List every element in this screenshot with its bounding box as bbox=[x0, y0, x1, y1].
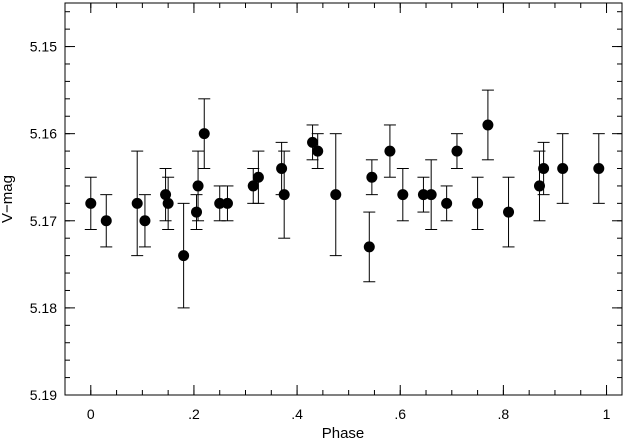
data-point bbox=[366, 171, 378, 183]
plot-frame bbox=[64, 2, 623, 396]
data-point bbox=[162, 197, 174, 209]
x-axis-label: Phase bbox=[322, 425, 365, 441]
data-point bbox=[178, 250, 190, 262]
y-tick-label: 5.19 bbox=[30, 387, 57, 403]
data-point bbox=[482, 119, 494, 131]
data-point bbox=[312, 145, 324, 157]
data-point bbox=[417, 189, 429, 201]
data-point bbox=[557, 163, 569, 175]
data-point bbox=[276, 163, 288, 175]
data-point bbox=[425, 189, 437, 201]
x-tick-label: 1 bbox=[603, 406, 611, 422]
data-point bbox=[538, 163, 550, 175]
x-tick-label: .4 bbox=[291, 406, 303, 422]
data-point bbox=[451, 145, 463, 157]
y-axis-label: V−mag bbox=[0, 175, 16, 223]
x-tick-label: .6 bbox=[394, 406, 406, 422]
data-point bbox=[330, 189, 342, 201]
data-point bbox=[593, 163, 605, 175]
data-points bbox=[85, 119, 605, 262]
y-tick-label: 5.17 bbox=[30, 213, 57, 229]
data-point bbox=[192, 180, 204, 192]
x-tick-label: 0 bbox=[87, 406, 95, 422]
data-point bbox=[100, 215, 112, 227]
data-point bbox=[533, 180, 545, 192]
data-point bbox=[131, 197, 143, 209]
data-point bbox=[441, 197, 453, 209]
x-tick-label: .8 bbox=[498, 406, 510, 422]
data-point bbox=[214, 197, 226, 209]
data-point bbox=[397, 189, 409, 201]
data-point bbox=[191, 206, 203, 218]
x-tick-label: .2 bbox=[188, 406, 200, 422]
data-point bbox=[198, 128, 210, 140]
data-point bbox=[307, 136, 319, 148]
data-point bbox=[252, 171, 264, 183]
data-point bbox=[139, 215, 151, 227]
data-point bbox=[472, 197, 484, 209]
tick-labels: 0 .2 .4 .6 .8 1 5.15 5.16 5.17 5.18 5.19 bbox=[30, 39, 611, 422]
y-tick-label: 5.15 bbox=[30, 39, 57, 55]
data-point bbox=[384, 145, 396, 157]
axis-ticks bbox=[64, 3, 622, 396]
y-tick-label: 5.18 bbox=[30, 300, 57, 316]
y-tick-label: 5.16 bbox=[30, 126, 57, 142]
data-point bbox=[503, 206, 515, 218]
data-point bbox=[160, 189, 172, 201]
data-point bbox=[363, 241, 375, 253]
data-point bbox=[247, 180, 259, 192]
data-point bbox=[221, 197, 233, 209]
data-point bbox=[85, 197, 97, 209]
data-point bbox=[278, 189, 290, 201]
